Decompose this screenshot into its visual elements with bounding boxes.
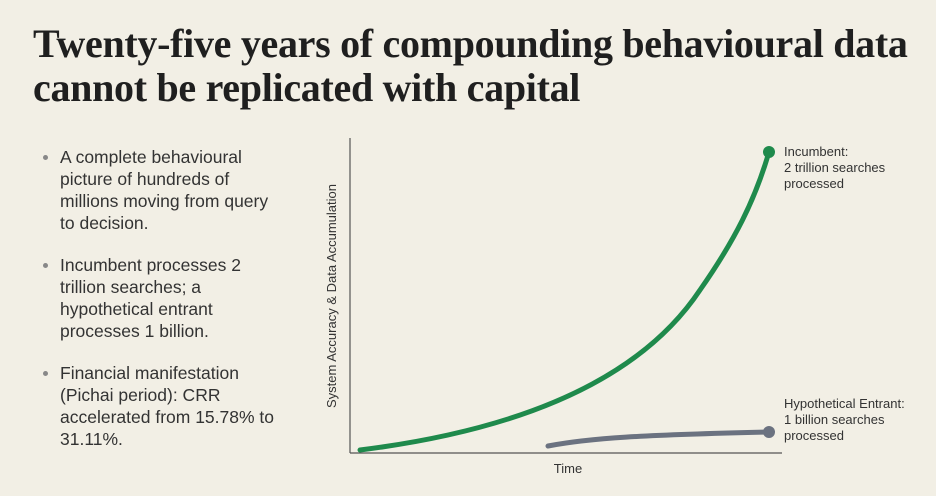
entrant-curve	[545, 429, 772, 449]
incumbent-curve	[357, 149, 772, 453]
entrant-label: 1 billion searches	[784, 412, 885, 427]
incumbent-label: Incumbent:	[784, 144, 848, 159]
bullet: Incumbent processes 2 trillion searches;…	[40, 254, 280, 342]
bullet: Financial manifestation (Pichai period):…	[40, 362, 280, 450]
incumbent-end	[763, 146, 775, 158]
slide-title: Twenty-five years of compounding behavio…	[33, 21, 908, 110]
entrant-label: Hypothetical Entrant:	[784, 396, 905, 411]
y-axis-label: System Accuracy & Data Accumulation	[324, 184, 339, 408]
incumbent-label: 2 trillion searches	[784, 160, 886, 175]
bullet-list: A complete behavioural picture of hundre…	[40, 146, 280, 470]
x-axis-label: Time	[554, 461, 582, 476]
entrant-label: processed	[784, 428, 844, 443]
entrant-end	[763, 426, 775, 438]
bullet: A complete behavioural picture of hundre…	[40, 146, 280, 234]
incumbent-label: processed	[784, 176, 844, 191]
